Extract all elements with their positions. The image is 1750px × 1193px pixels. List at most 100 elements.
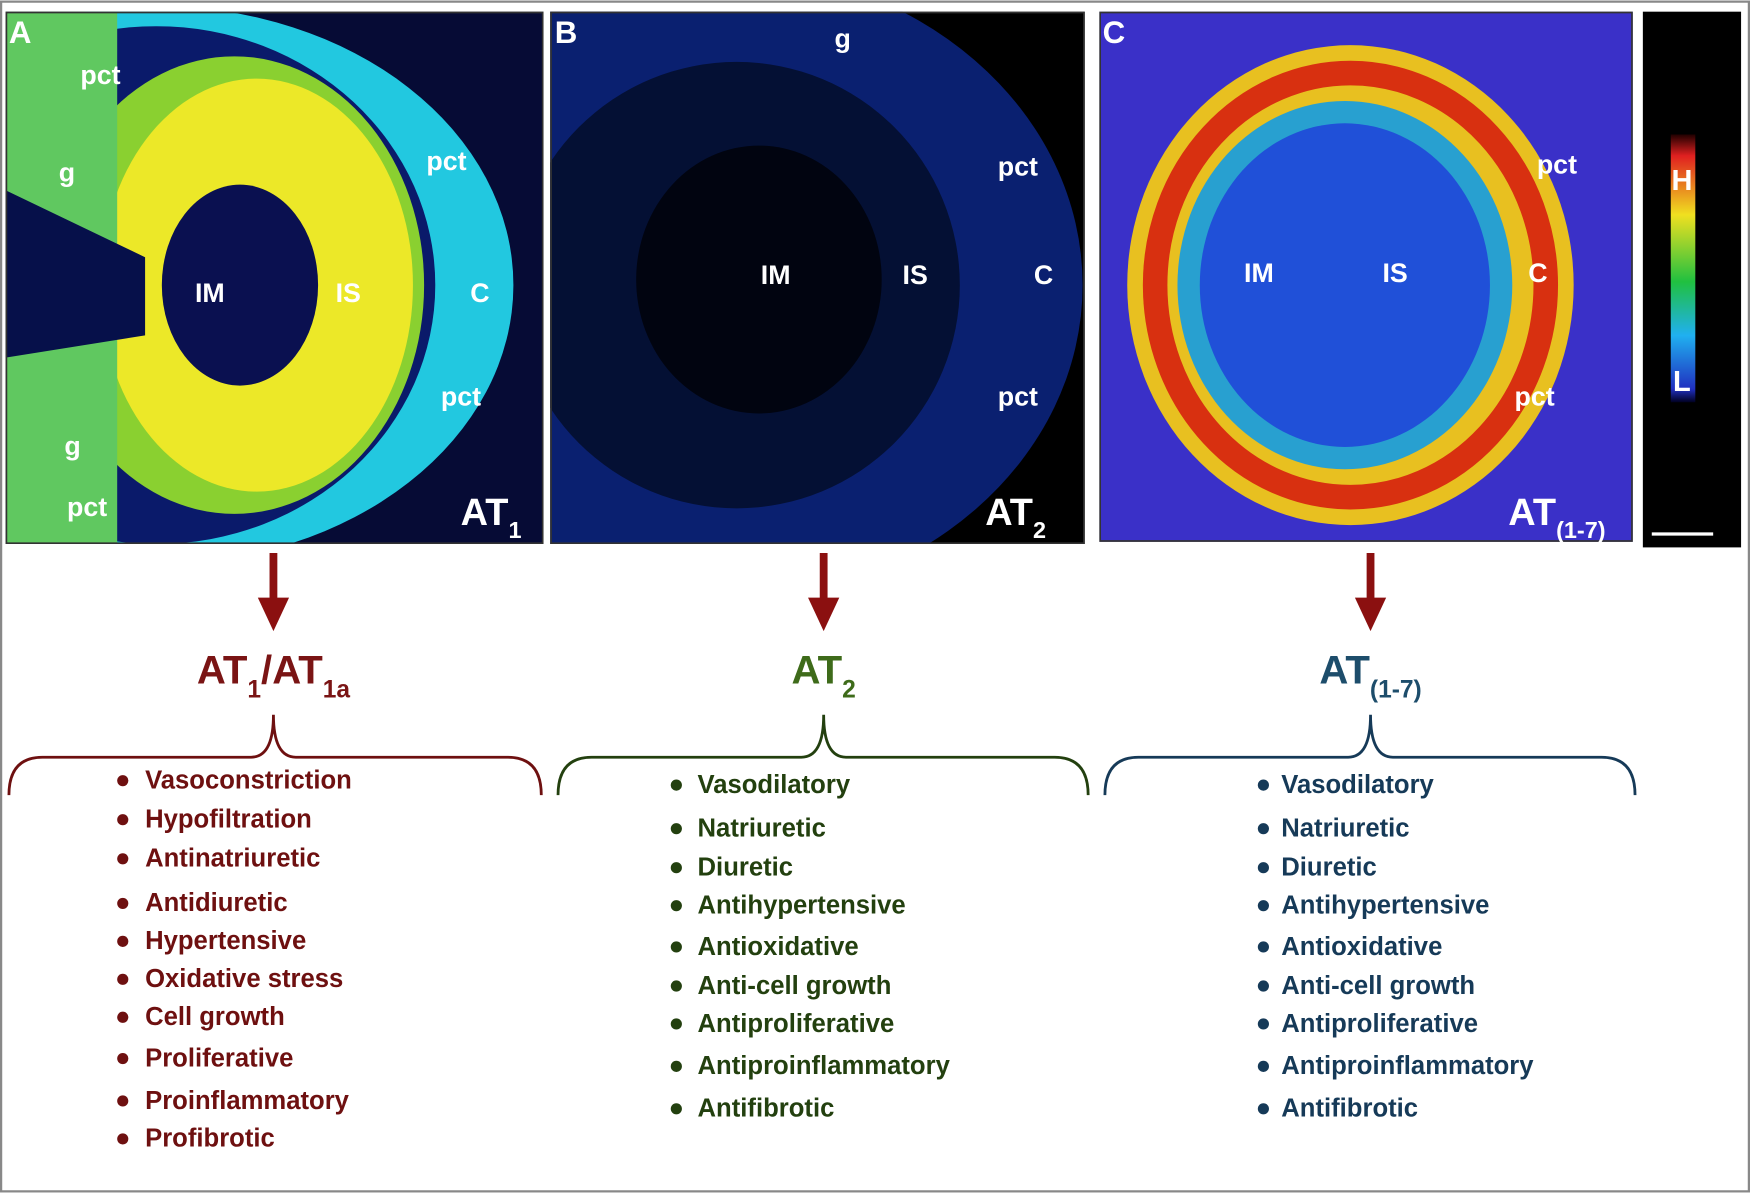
effect: Oxidative stress: [145, 965, 343, 993]
panel-a-image: [5, 11, 544, 545]
effect: Antiproinflammatory: [698, 1052, 951, 1080]
brace: [7, 714, 543, 796]
panel-letter: C: [1103, 15, 1126, 50]
panel-b-image: [550, 11, 1085, 545]
bullet: [117, 814, 129, 826]
bullet: [670, 1103, 682, 1115]
bullet: [1257, 900, 1269, 912]
heading: AT2: [792, 648, 856, 704]
panel-letter: A: [9, 15, 32, 50]
image-label: IS: [903, 260, 928, 290]
image-label: IM: [195, 278, 225, 308]
bullet: [1257, 1018, 1269, 1030]
effect: Proinflammatory: [145, 1087, 350, 1115]
effect: Antioxidative: [1281, 933, 1442, 961]
image-label: pct: [998, 382, 1038, 412]
image-label: pct: [1537, 150, 1577, 180]
effect: Proliferative: [145, 1044, 293, 1072]
bullet: [1257, 1060, 1269, 1072]
text-part: 2: [842, 676, 856, 703]
image-label: pct: [67, 492, 107, 522]
effect: Anti-cell growth: [698, 972, 892, 1000]
image-label: IS: [1382, 258, 1407, 288]
bullet: [117, 1052, 129, 1065]
bullet: [670, 1018, 682, 1030]
effect: Natriuretic: [1281, 814, 1409, 842]
image-label: C: [1528, 258, 1547, 288]
bullet: [670, 1060, 682, 1072]
bullet: [117, 775, 129, 787]
brace: [556, 714, 1090, 796]
effect: Antinatriuretic: [145, 845, 320, 873]
effect: Antioxidative: [698, 933, 859, 961]
effect: Profibrotic: [145, 1125, 275, 1153]
effect: Antiproliferative: [1281, 1010, 1478, 1038]
text-part: AT: [461, 492, 509, 534]
bullet: [117, 973, 129, 985]
text-part: 1: [508, 517, 521, 543]
bullet: [117, 1011, 129, 1023]
effect: Diuretic: [1281, 854, 1377, 882]
text-part: AT: [1508, 492, 1556, 534]
image-label: pct: [998, 152, 1038, 182]
bullet: [1257, 779, 1269, 791]
bullet: [1257, 941, 1269, 953]
effect: Antiproinflammatory: [1281, 1052, 1534, 1080]
bullet: [670, 900, 682, 912]
panel-c-image: [1099, 11, 1633, 542]
text-part: 1: [247, 676, 261, 703]
bullet: [670, 941, 682, 953]
image-label: g: [59, 157, 75, 187]
image-label: IM: [761, 260, 791, 290]
text-part: AT: [1319, 648, 1370, 693]
bullet: [670, 862, 682, 874]
image-label: pct: [80, 60, 120, 90]
image-label: IM: [1244, 258, 1274, 288]
effect: Natriuretic: [698, 814, 826, 842]
heading: AT1/AT1a: [197, 648, 351, 704]
arrow-head: [257, 597, 290, 632]
effect: Antihypertensive: [698, 891, 906, 919]
colorbar-gradient: [1670, 134, 1696, 403]
bullet: [117, 1133, 129, 1145]
heading: AT(1-7): [1319, 648, 1421, 704]
text-part: 2: [1033, 517, 1046, 543]
bullet: [1257, 1103, 1269, 1115]
brace: [1103, 714, 1637, 796]
text-part: 1a: [323, 676, 351, 703]
image-label: pct: [426, 146, 466, 176]
text-part: AT: [985, 492, 1033, 534]
arrow-head: [1354, 597, 1387, 632]
effect: Antifibrotic: [1281, 1095, 1418, 1123]
panel-letter: B: [555, 15, 578, 50]
image-label: g: [834, 23, 850, 53]
effect: Vasoconstriction: [145, 766, 352, 794]
effect: Cell growth: [145, 1003, 285, 1031]
receptor-label: AT(1-7): [1508, 492, 1605, 543]
receptor-label: AT1: [461, 492, 522, 543]
bullet: [1257, 823, 1269, 835]
receptor-label: AT2: [985, 492, 1046, 543]
bullet: [1257, 980, 1269, 992]
effect: Hypertensive: [145, 927, 306, 955]
colorbar-low: L: [1673, 366, 1691, 398]
arrow-head: [808, 597, 840, 632]
effect: Antiproliferative: [698, 1010, 895, 1038]
colorbar-high: H: [1671, 165, 1692, 197]
image-label: C: [1034, 260, 1053, 290]
image-label: pct: [441, 382, 481, 412]
text-part: AT: [197, 648, 248, 693]
effect: Antihypertensive: [1281, 891, 1489, 919]
text-part: (1-7): [1556, 517, 1605, 543]
image-label: IS: [336, 278, 361, 308]
bullet: [117, 1095, 129, 1107]
bullet: [1257, 862, 1269, 874]
bullet: [117, 935, 129, 947]
effect: Anti-cell growth: [1281, 972, 1475, 1000]
text-part: /AT: [261, 648, 323, 693]
image-label: C: [470, 278, 489, 308]
bullet: [117, 897, 129, 909]
bullet: [670, 823, 682, 835]
